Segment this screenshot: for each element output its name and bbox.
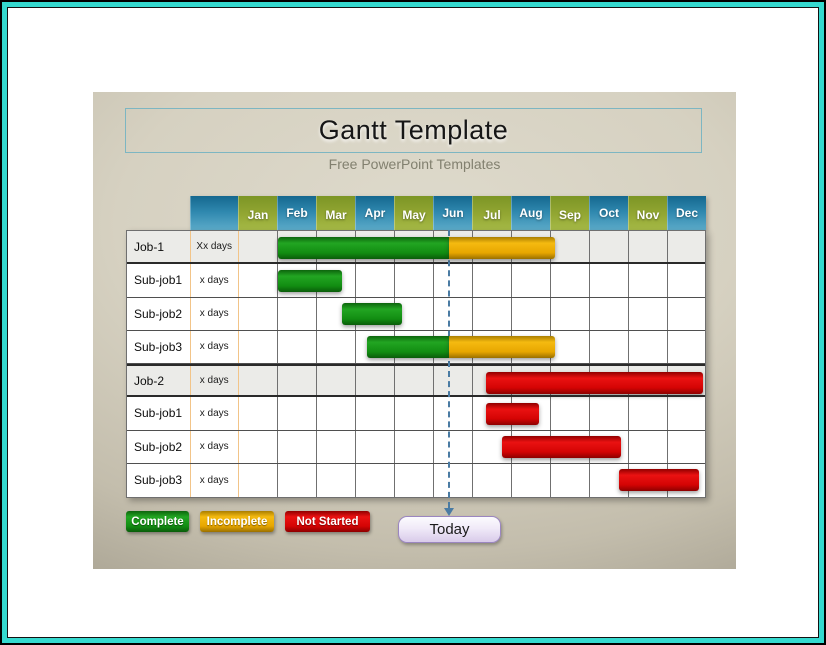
table-row-sub-job1: Sub-job1 x days — [127, 264, 705, 298]
row-label: Job-1 — [127, 231, 191, 263]
row-timeline — [238, 430, 705, 463]
gantt-bar-not-started[interactable] — [618, 469, 699, 492]
row-duration: x days — [191, 264, 239, 297]
slide: Gantt Template Free PowerPoint Templates… — [93, 92, 736, 569]
gantt-grid: Job-1 Xx days Sub-job1 x days Sub-job2 x days… — [126, 230, 706, 498]
row-duration: x days — [191, 330, 239, 363]
row-label: Sub-job1 — [127, 264, 191, 297]
legend-incomplete[interactable]: Incomplete — [200, 511, 274, 532]
gantt-bar-incomplete[interactable] — [449, 236, 555, 259]
table-row-job-1: Job-1 Xx days — [127, 231, 705, 265]
table-row-sub-job3: Sub-job3 x days — [127, 330, 705, 364]
gantt-bar-not-started[interactable] — [486, 371, 703, 394]
table-row-sub-job2: Sub-job2 x days — [127, 430, 705, 464]
gantt-bar-complete[interactable] — [277, 269, 342, 292]
gantt-bar-not-started[interactable] — [501, 436, 621, 459]
month-header-aug: Aug — [511, 196, 550, 230]
days-column-header — [190, 196, 238, 230]
gantt-bar-complete[interactable] — [341, 303, 403, 325]
month-header-mar: Mar — [316, 196, 355, 233]
table-row-sub-job3: Sub-job3 x days — [127, 463, 705, 497]
table-row-sub-job2: Sub-job2 x days — [127, 297, 705, 331]
row-duration: x days — [191, 366, 239, 396]
row-label: Sub-job3 — [127, 463, 191, 497]
month-header-feb: Feb — [277, 196, 316, 230]
legend-not-started[interactable]: Not Started — [285, 511, 370, 532]
month-header-apr: Apr — [355, 196, 394, 230]
row-timeline — [238, 330, 705, 363]
gantt-table: Jan Feb Mar Apr May Jun Jul Aug Sep Oct Nov Dec Job… — [126, 196, 706, 516]
page-background: Gantt Template Free PowerPoint Templates… — [7, 7, 819, 638]
today-arrow-icon — [443, 508, 454, 516]
month-header-jun: Jun — [433, 196, 472, 230]
gantt-bar-not-started[interactable] — [486, 402, 539, 425]
today-marker-line — [447, 230, 450, 508]
today-button-label: Today — [429, 521, 470, 538]
table-row-job-2: Job-2 x days — [127, 364, 705, 398]
row-timeline — [238, 297, 705, 330]
month-header-jul: Jul — [472, 196, 511, 233]
row-timeline — [238, 231, 705, 263]
row-timeline — [238, 397, 705, 430]
month-header-row: Jan Feb Mar Apr May Jun Jul Aug Sep Oct Nov Dec — [190, 196, 706, 233]
table-row-sub-job1: Sub-job1 x days — [127, 397, 705, 431]
row-duration: x days — [191, 297, 239, 330]
row-timeline — [238, 264, 705, 297]
subtitle: Free PowerPoint Templates — [328, 156, 501, 172]
month-header-nov: Nov — [628, 196, 667, 233]
page-title: Gantt Template — [318, 115, 509, 145]
legend-complete[interactable]: Complete — [126, 511, 189, 532]
today-button[interactable]: Today — [398, 516, 501, 543]
month-header-dec: Dec — [667, 196, 706, 230]
month-header-sep: Sep — [550, 196, 589, 233]
row-duration: x days — [191, 397, 239, 430]
month-header-oct: Oct — [589, 196, 628, 230]
gantt-bar-complete[interactable] — [277, 236, 450, 259]
row-label: Sub-job1 — [127, 397, 191, 430]
row-timeline — [238, 366, 705, 396]
month-header-jan: Jan — [238, 196, 277, 233]
row-label: Job-2 — [127, 366, 191, 396]
row-timeline — [238, 463, 705, 497]
row-duration: x days — [191, 430, 239, 463]
title-box: Gantt Template — [125, 108, 702, 153]
legend: Complete Incomplete Not Started — [126, 511, 370, 532]
gantt-bar-complete[interactable] — [367, 336, 450, 359]
row-duration: Xx days — [191, 231, 239, 263]
row-label: Sub-job2 — [127, 297, 191, 330]
row-label: Sub-job2 — [127, 430, 191, 463]
month-header-may: May — [394, 196, 433, 233]
row-label: Sub-job3 — [127, 330, 191, 363]
gantt-bar-incomplete[interactable] — [449, 336, 555, 359]
row-duration: x days — [191, 463, 239, 497]
